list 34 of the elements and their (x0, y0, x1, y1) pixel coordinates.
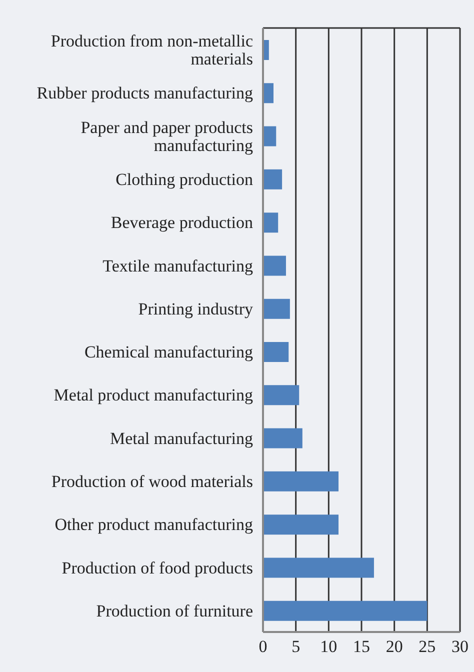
bar (263, 385, 300, 406)
bar (263, 558, 374, 578)
y-tick-label: Production of food products (62, 558, 253, 577)
y-tick-label: Metal product manufacturing (54, 385, 254, 404)
x-tick-label: 5 (292, 637, 300, 656)
bar (263, 471, 339, 492)
y-tick-label: Textile manufacturing (102, 256, 254, 275)
bar (263, 212, 278, 233)
bar (263, 514, 339, 535)
bar (263, 169, 282, 190)
y-tick-label: Rubber products manufacturing (36, 83, 254, 102)
y-tick-label: Production of wood materials (51, 472, 253, 490)
y-tick-label: Paper and paper products manufacturing (80, 117, 254, 154)
y-tick-label: Clothing production (116, 170, 254, 188)
bar (263, 256, 286, 276)
x-tick-label: 10 (320, 637, 338, 656)
bar (263, 600, 428, 621)
bar (263, 126, 276, 146)
y-tick-label: Metal manufacturing (110, 428, 254, 448)
bar (263, 428, 302, 448)
bar (263, 342, 289, 362)
x-tick-label: 20 (386, 637, 403, 656)
y-tick-label: Other product manufacturing (54, 514, 254, 534)
x-tick-label: 0 (258, 637, 268, 656)
y-tick-label: Production from non-metallic materials (50, 31, 254, 68)
y-tick-label: Beverage production (110, 212, 254, 232)
x-tick-label: 30 (452, 637, 468, 656)
bar (263, 298, 290, 319)
x-tick-label: 15 (353, 637, 370, 656)
x-tick-label: 25 (418, 637, 436, 656)
y-tick-label: Chemical manufacturing (84, 342, 254, 362)
y-tick-label: Printing industry (138, 298, 254, 318)
bar (263, 83, 274, 104)
y-tick-label: Production of furniture (96, 600, 253, 620)
